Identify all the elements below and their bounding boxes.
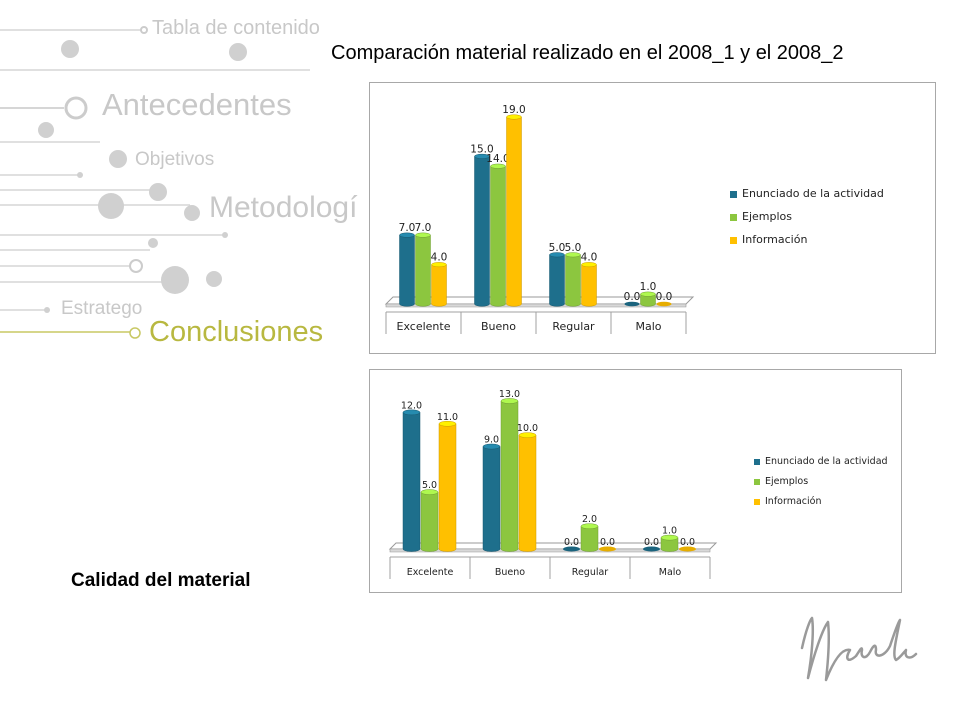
- x-tick-label-malo: Malo: [635, 320, 661, 333]
- data-label-enunciado-de-la-actividad-bueno: 15.0: [470, 143, 493, 155]
- bar-enunciado-de-la-actividad-malo: [624, 301, 640, 307]
- legend-swatch-enunciado-de-la-actividad: [730, 191, 737, 198]
- data-label-enunciado-de-la-actividad-malo: 0.0: [644, 537, 659, 548]
- data-label-ejemplos-bueno: 13.0: [499, 389, 520, 400]
- bar-ejemplos-malo: [660, 534, 679, 552]
- x-tick-label-regular: Regular: [572, 567, 609, 578]
- data-label-informacion-malo: 0.0: [680, 537, 695, 548]
- data-label-informacion-regular: 4.0: [581, 252, 598, 264]
- chart-2008-1: Excelente Bueno Regular Malo 7.0 7.0 4.0 15.0 14…: [369, 82, 936, 354]
- data-label-enunciado-de-la-actividad-regular: 0.0: [564, 537, 579, 548]
- data-label-ejemplos-malo: 1.0: [662, 526, 677, 537]
- data-label-informacion-bueno: 19.0: [502, 104, 525, 116]
- bar-enunciado-de-la-actividad-bueno: [474, 153, 490, 307]
- data-label-informacion-malo: 0.0: [656, 291, 673, 303]
- data-label-informacion-regular: 0.0: [600, 537, 615, 548]
- data-label-ejemplos-bueno: 14.0: [486, 153, 509, 165]
- data-label-ejemplos-excelente: 5.0: [422, 480, 437, 491]
- bar-enunciado-de-la-actividad-bueno: [482, 443, 501, 552]
- legend-swatch-ejemplos: [754, 479, 760, 485]
- bar-informacion-malo: [656, 301, 672, 307]
- chart-svg: Excelente Bueno Regular Malo 12.0 5.0 11.0 9.0 1…: [388, 389, 888, 579]
- x-tick-label-excelente: Excelente: [407, 567, 454, 578]
- legend-entry-ejemplos: Ejemplos: [742, 210, 792, 223]
- nav-item-objetivos[interactable]: Objetivos: [135, 149, 215, 170]
- x-tick-label-bueno: Bueno: [495, 567, 525, 578]
- x-tick-label-bueno: Bueno: [481, 320, 516, 333]
- data-label-informacion-excelente: 11.0: [437, 412, 458, 423]
- bar-informacion-bueno: [518, 432, 537, 552]
- bar-informacion-regular: [581, 262, 597, 307]
- legend-swatch-informacion: [730, 237, 737, 244]
- legend-entry-informacion: Información: [765, 496, 822, 507]
- chart-svg: Excelente Bueno Regular Malo 7.0 7.0 4.0 15.014…: [384, 104, 884, 334]
- data-label-enunciado-de-la-actividad-bueno: 9.0: [484, 435, 499, 446]
- nav-item-tabla-de-contenido[interactable]: Tabla de contenido: [152, 17, 320, 39]
- data-label-enunciado-de-la-actividad-excelente: 7.0: [399, 222, 416, 234]
- data-label-ejemplos-excelente: 7.0: [415, 222, 432, 234]
- legend-entry-ejemplos: Ejemplos: [765, 476, 808, 487]
- bar-ejemplos-excelente: [415, 232, 431, 307]
- signature-logo: [800, 616, 918, 682]
- bar-ejemplos-excelente: [420, 489, 439, 552]
- data-label-ejemplos-regular: 5.0: [565, 242, 582, 254]
- legend-entry-enunciado-de-la-actividad: Enunciado de la actividad: [742, 187, 884, 200]
- bar-informacion-regular: [599, 546, 616, 552]
- bar-ejemplos-bueno: [500, 398, 519, 552]
- legend-entry-informacion: Información: [742, 233, 807, 246]
- chart-2008-2: Excelente Bueno Regular Malo 12.0 5.0 11.0 9.0 1…: [369, 369, 902, 593]
- data-label-ejemplos-malo: 1.0: [640, 281, 657, 293]
- bar-informacion-malo: [679, 546, 696, 552]
- nav-item-metodologia[interactable]: Metodologí: [209, 191, 358, 224]
- bar-ejemplos-regular: [580, 523, 599, 552]
- data-label-enunciado-de-la-actividad-regular: 5.0: [549, 242, 566, 254]
- x-tick-label-malo: Malo: [659, 567, 682, 578]
- x-tick-label-regular: Regular: [552, 320, 595, 333]
- bar-informacion-excelente: [431, 262, 447, 307]
- data-label-informacion-excelente: 4.0: [431, 252, 448, 264]
- legend-swatch-informacion: [754, 499, 760, 505]
- bar-enunciado-de-la-actividad-excelente: [399, 232, 415, 307]
- page-title: Comparación material realizado en el 200…: [331, 42, 844, 64]
- bar-ejemplos-bueno: [490, 163, 506, 307]
- legend-swatch-ejemplos: [730, 214, 737, 221]
- bar-ejemplos-regular: [565, 252, 581, 307]
- bar-informacion-excelente: [438, 420, 457, 552]
- bar-enunciado-de-la-actividad-malo: [643, 546, 660, 552]
- data-label-ejemplos-regular: 2.0: [582, 514, 597, 525]
- data-label-enunciado-de-la-actividad-malo: 0.0: [624, 291, 641, 303]
- nav-item-antecedentes[interactable]: Antecedentes: [102, 87, 292, 122]
- data-label-enunciado-de-la-actividad-excelente: 12.0: [401, 400, 422, 411]
- bar-informacion-bueno: [506, 114, 522, 307]
- data-label-informacion-bueno: 10.0: [517, 423, 538, 434]
- nav-item-estratego[interactable]: Estratego: [61, 298, 143, 319]
- bar-enunciado-de-la-actividad-excelente: [402, 409, 421, 552]
- bar-ejemplos-malo: [640, 291, 656, 307]
- bar-enunciado-de-la-actividad-regular: [549, 252, 565, 307]
- nav-item-conclusiones[interactable]: Conclusiones: [149, 316, 324, 348]
- legend-swatch-enunciado-de-la-actividad: [754, 459, 760, 465]
- bar-enunciado-de-la-actividad-regular: [563, 546, 580, 552]
- caption: Calidad del material: [71, 570, 251, 591]
- legend-entry-enunciado-de-la-actividad: Enunciado de la actividad: [765, 456, 888, 467]
- x-tick-label-excelente: Excelente: [397, 320, 451, 333]
